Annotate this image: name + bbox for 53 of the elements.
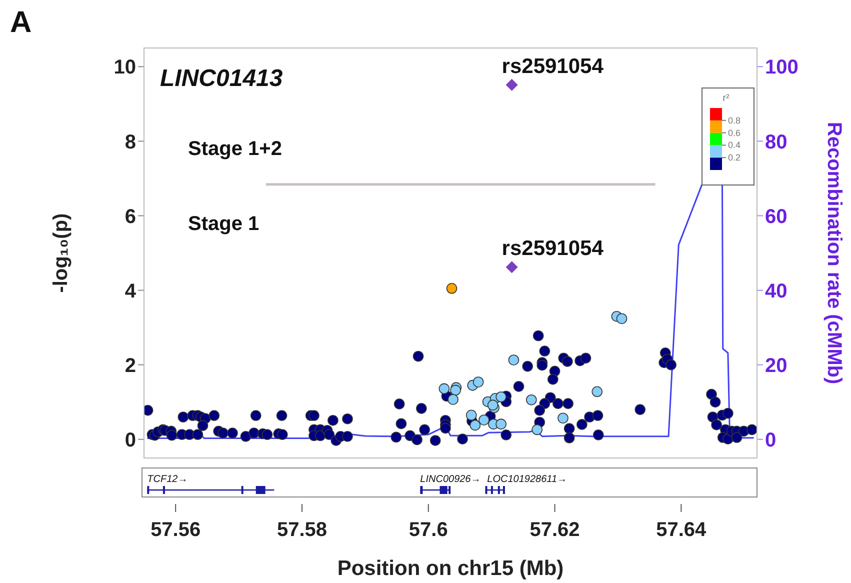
x-tick-label: 57.64	[656, 519, 708, 541]
text: TCF12→	[147, 474, 188, 485]
point	[592, 386, 603, 398]
point	[558, 412, 568, 424]
point	[496, 391, 506, 402]
y2-tick-label: 40	[765, 280, 788, 302]
point	[506, 78, 518, 91]
y2-tick-label: 60	[765, 206, 788, 228]
text: LINC00926→	[420, 474, 481, 485]
y2-axis-title: Recombination rate (cMMb)	[822, 122, 845, 384]
point	[470, 420, 481, 431]
y2-tick-label: 20	[765, 354, 788, 377]
point	[496, 418, 506, 430]
y-tick-label: 6	[124, 206, 136, 228]
y-tick-label: 4	[124, 280, 137, 302]
x-tick-label: 57.6	[408, 519, 448, 541]
x-axis-title: Position on chr15 (Mb)	[337, 557, 564, 580]
annotation: rs2591054	[502, 237, 604, 260]
point	[438, 383, 450, 394]
y-axis-title: -log₁₀(p)	[50, 213, 72, 293]
annotation: Stage 1	[188, 213, 260, 235]
point	[508, 354, 520, 366]
point	[446, 283, 458, 294]
annotation: rs2591054	[502, 54, 604, 78]
y-tick-label: 10	[114, 56, 136, 79]
point	[450, 384, 461, 396]
point	[487, 400, 498, 410]
y-tick-label: 8	[124, 131, 136, 154]
annotation: 0.4	[728, 140, 741, 150]
point	[478, 414, 490, 426]
x-tick-label: 57.56	[150, 519, 201, 541]
y-tick-label: 0	[124, 429, 136, 452]
annotation: r²	[722, 93, 730, 104]
point	[506, 261, 518, 274]
annotation: 0.8	[728, 115, 741, 126]
annotation: 0.6	[728, 128, 741, 138]
text: LOC101928611→	[487, 474, 568, 485]
point	[466, 410, 477, 421]
point	[616, 313, 628, 324]
point	[448, 394, 458, 405]
text: LINC01413	[160, 65, 284, 92]
y2-tick-label: 100	[765, 56, 798, 79]
y2-tick-label: 0	[765, 429, 776, 452]
annotation: 0.2	[728, 152, 741, 163]
annotation: Stage 1+2	[188, 138, 282, 160]
point	[532, 424, 542, 436]
x-tick-label: 57.58	[276, 519, 328, 541]
point	[526, 394, 537, 406]
y2-tick-label: 80	[765, 131, 788, 154]
y-tick-label: 2	[124, 354, 136, 377]
text: A	[10, 6, 32, 39]
x-tick-label: 57.62	[530, 519, 580, 541]
point	[472, 376, 484, 388]
